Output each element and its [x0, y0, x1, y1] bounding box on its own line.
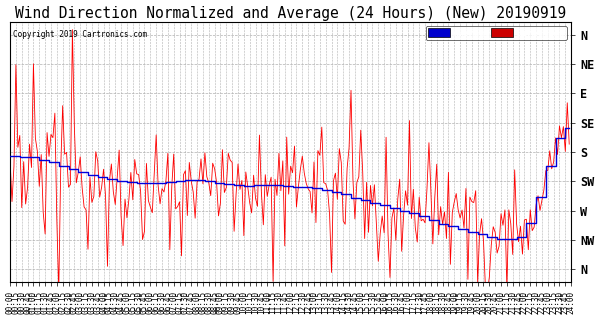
Text: Copyright 2019 Cartronics.com: Copyright 2019 Cartronics.com [13, 29, 147, 38]
Title: Wind Direction Normalized and Average (24 Hours) (New) 20190919: Wind Direction Normalized and Average (2… [15, 5, 566, 20]
Legend: Average, Direction: Average, Direction [425, 26, 566, 40]
